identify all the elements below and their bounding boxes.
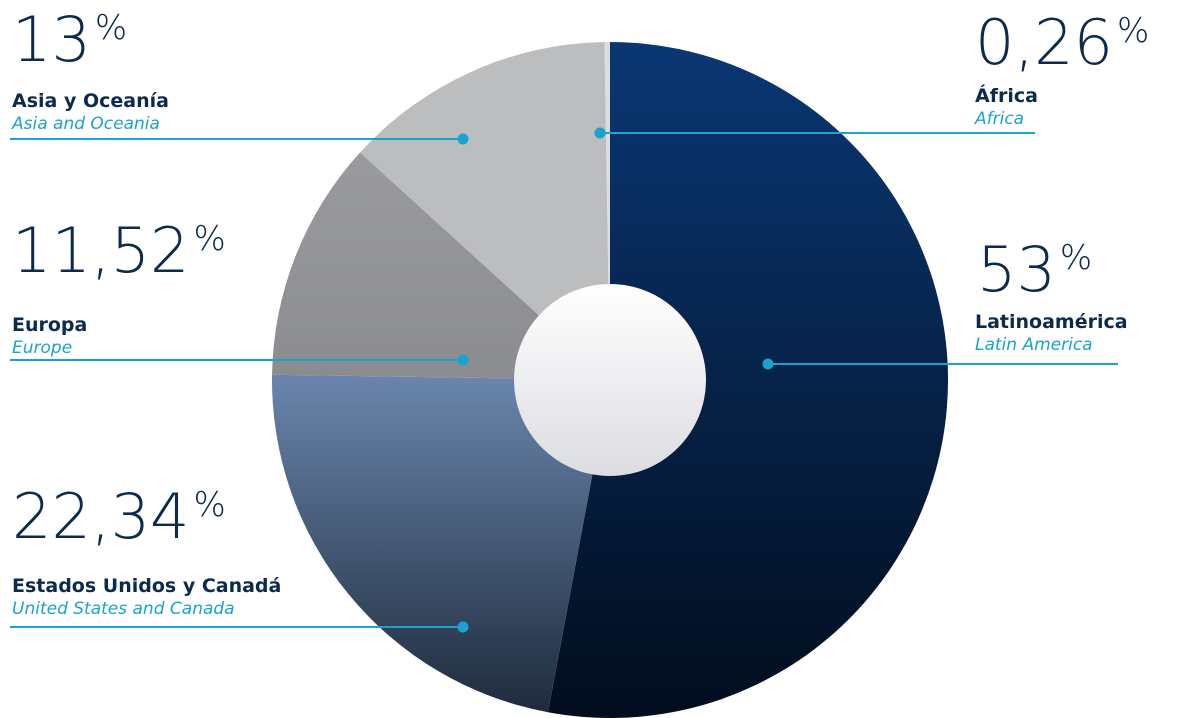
slice-label-en-africa: Africa — [974, 109, 1024, 129]
data-label-value: 0,26 — [975, 6, 1113, 79]
slice-asia — [360, 42, 610, 380]
data-label-africa: 0,26% — [975, 6, 1149, 79]
data-label-latam: 53% — [977, 233, 1092, 306]
donut-slices — [271, 41, 949, 718]
data-label-value: 13 — [12, 3, 91, 76]
slice-usca — [271, 374, 610, 713]
leader-dot-asia — [457, 133, 469, 145]
data-label-unit: % — [1060, 238, 1092, 278]
slice-europe — [272, 152, 610, 380]
data-label-unit: % — [194, 485, 226, 525]
data-label-usca: 22,34% — [12, 480, 226, 553]
slice-label-en-usca: United States and Canada — [12, 599, 235, 619]
slice-label-europe: Europa — [12, 314, 87, 336]
slice-label-en-asia: Asia and Oceania — [11, 114, 160, 134]
leader-dot-usca — [457, 621, 469, 633]
data-label-value: 11,52 — [12, 214, 190, 287]
leader-dot-latam — [762, 358, 774, 370]
slice-label-usca: Estados Unidos y Canadá — [12, 575, 281, 597]
data-label-value: 22,34 — [12, 480, 190, 553]
data-label-value: 53 — [977, 233, 1056, 306]
slice-label-asia: Asia y Oceanía — [12, 90, 169, 112]
slice-label-en-latam: Latin America — [975, 335, 1093, 355]
data-label-unit: % — [194, 219, 226, 259]
slice-label-latam: Latinoamérica — [975, 311, 1128, 333]
slice-label-africa: África — [975, 84, 1038, 107]
slice-latam — [547, 42, 949, 718]
slice-label-en-europe: Europe — [12, 338, 72, 358]
data-label-unit: % — [95, 8, 127, 48]
donut-hole — [514, 284, 706, 476]
leader-dot-africa — [594, 127, 606, 139]
data-label-unit: % — [1117, 11, 1149, 51]
leader-dot-europe — [457, 354, 469, 366]
data-label-asia: 13% — [12, 3, 127, 76]
data-label-europe: 11,52% — [12, 214, 226, 287]
